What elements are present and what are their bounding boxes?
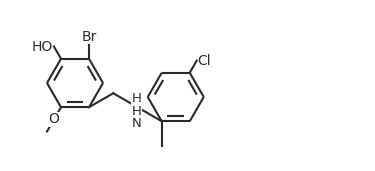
Text: Cl: Cl	[198, 54, 211, 68]
Text: O: O	[48, 112, 59, 126]
Text: H
N: H N	[132, 105, 141, 130]
Text: HO: HO	[32, 40, 53, 54]
Text: Br: Br	[81, 30, 97, 44]
Text: H: H	[132, 92, 141, 105]
